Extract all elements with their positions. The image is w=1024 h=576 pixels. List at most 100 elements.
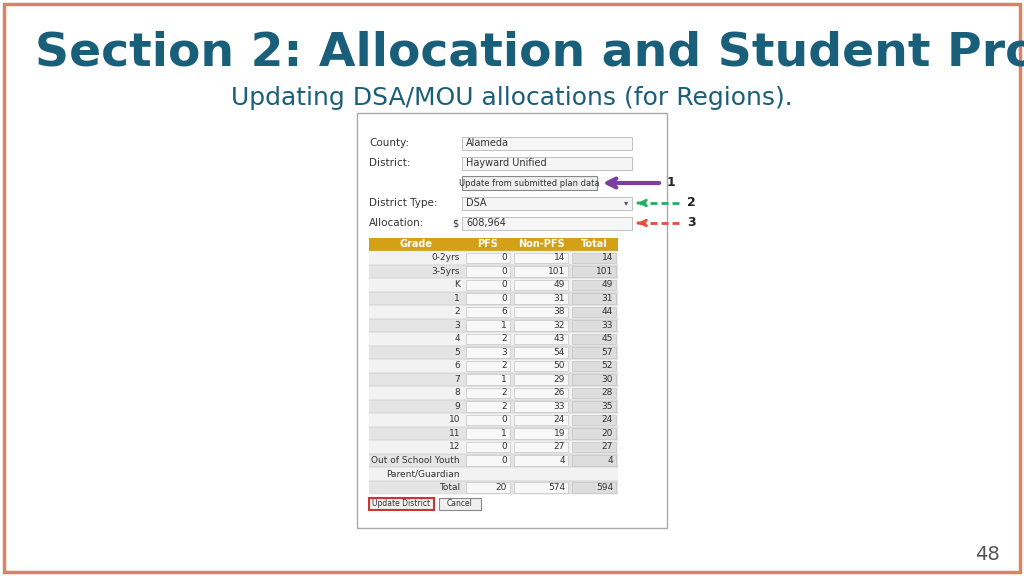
Text: 31: 31 [554,294,565,303]
Bar [514,388,568,398]
Text: 0-2yrs: 0-2yrs [432,253,460,262]
Text: 574: 574 [548,483,565,492]
Text: 2: 2 [687,196,695,210]
Text: Total: Total [439,483,460,492]
Text: Section 2: Allocation and Student Profile: Section 2: Allocation and Student Profil… [35,31,1024,76]
Bar [466,455,510,465]
Text: 6: 6 [455,361,460,370]
Text: 5: 5 [455,348,460,357]
Bar [466,320,510,331]
Text: 4: 4 [607,456,613,465]
Bar [572,320,616,331]
Bar [514,252,568,263]
Bar [514,266,568,276]
Bar [466,293,510,304]
Bar [572,361,616,371]
Bar [369,453,618,467]
Bar [369,467,618,480]
Bar [572,334,616,344]
Bar [572,428,616,438]
Text: 3: 3 [502,348,507,357]
Text: 1: 1 [502,429,507,438]
Text: 3: 3 [687,217,695,229]
Text: 2: 2 [455,307,460,316]
Text: County:: County: [369,138,410,148]
Bar [462,196,632,210]
Text: 20: 20 [602,429,613,438]
Bar [572,401,616,411]
Bar [369,305,618,319]
Bar [357,113,667,528]
Text: Grade: Grade [400,239,433,249]
Text: Update District: Update District [373,499,430,509]
Text: 48: 48 [975,545,1000,564]
Bar [572,266,616,276]
Bar [514,279,568,290]
Text: 43: 43 [554,334,565,343]
Text: 49: 49 [554,281,565,289]
Text: 7: 7 [455,375,460,384]
Text: 45: 45 [602,334,613,343]
Bar [369,332,618,346]
Bar [466,388,510,398]
Text: 33: 33 [554,401,565,411]
Bar [514,415,568,425]
Text: Out of School Youth: Out of School Youth [372,456,460,465]
Bar [369,480,618,494]
Bar [572,279,616,290]
Text: 35: 35 [601,401,613,411]
Text: 1: 1 [455,294,460,303]
Text: 10: 10 [449,415,460,425]
Bar [466,374,510,385]
Bar [369,278,618,291]
Bar [369,251,618,264]
Bar [572,374,616,385]
Bar [466,361,510,371]
Text: Total: Total [581,239,607,249]
Text: District Type:: District Type: [369,198,437,208]
Text: 20: 20 [496,483,507,492]
Bar [572,293,616,304]
Text: 2: 2 [502,361,507,370]
Text: 4: 4 [455,334,460,343]
Text: Cancel: Cancel [447,499,473,509]
Bar [572,482,616,492]
Bar [512,237,570,251]
Text: 2: 2 [502,401,507,411]
Bar [466,482,510,492]
Text: 52: 52 [602,361,613,370]
Bar [462,176,597,190]
Text: DSA: DSA [466,198,486,208]
Text: 14: 14 [602,253,613,262]
Text: 33: 33 [601,321,613,329]
Text: 27: 27 [602,442,613,451]
Bar [439,498,481,510]
Text: 32: 32 [554,321,565,329]
Text: 2: 2 [502,334,507,343]
Text: 12: 12 [449,442,460,451]
Text: 49: 49 [602,281,613,289]
Text: 9: 9 [455,401,460,411]
Text: Alameda: Alameda [466,138,509,148]
Text: 101: 101 [596,267,613,276]
Bar [369,319,618,332]
Bar [466,252,510,263]
Text: 11: 11 [449,429,460,438]
Text: 3-5yrs: 3-5yrs [431,267,460,276]
Text: 14: 14 [554,253,565,262]
Bar [514,482,568,492]
Bar [572,388,616,398]
Text: Hayward Unified: Hayward Unified [466,158,547,168]
Bar [514,441,568,452]
Text: 24: 24 [554,415,565,425]
Text: 608,964: 608,964 [466,218,506,228]
Bar [369,291,618,305]
Bar [514,347,568,358]
Bar [466,428,510,438]
Bar [369,498,434,510]
Text: 0: 0 [502,442,507,451]
Text: 19: 19 [554,429,565,438]
Text: 1: 1 [502,321,507,329]
Text: 101: 101 [548,267,565,276]
Bar [466,334,510,344]
